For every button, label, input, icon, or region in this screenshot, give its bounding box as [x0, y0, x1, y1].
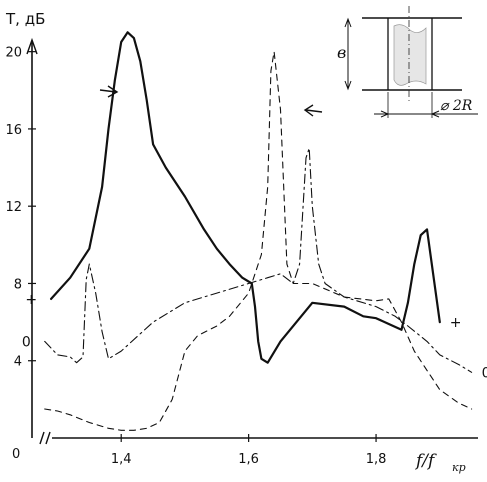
series-end-label: 0	[482, 365, 487, 381]
y-axis-arrow	[26, 37, 38, 55]
y-tick-label: 20	[5, 46, 22, 61]
inset-diameter-label: ⌀ 2R	[440, 98, 473, 114]
series-end-labels: + +0 0	[22, 292, 487, 381]
x-tick-label: 1,6	[238, 452, 259, 467]
callout-arrow-dashed-peak	[303, 104, 323, 117]
tick-marks	[28, 51, 377, 442]
x-axis-label: f/f кр	[414, 451, 466, 474]
series-start-label: 0	[22, 334, 31, 350]
series-line-dash-dot	[44, 147, 473, 373]
x-tick-label: 1,4	[111, 452, 132, 467]
inset-height-label: в	[337, 43, 346, 62]
series-start-label: +	[25, 292, 37, 308]
y-axis-label: T, дБ	[5, 10, 45, 28]
y-tick-label: 8	[14, 277, 22, 292]
y-tick-label: 16	[5, 123, 22, 138]
y-tick-label: 12	[5, 200, 22, 215]
series-layer	[44, 31, 473, 431]
tick-labels: 4 8 12 16 20 1,4 1,6 1,8	[5, 46, 386, 467]
chart-axes	[26, 37, 478, 445]
y-tick-label: 4	[14, 355, 22, 370]
x-axis-label-main: f/f	[414, 451, 437, 471]
series-end-label: +	[450, 315, 462, 331]
series-line-solid	[50, 31, 441, 364]
axis-break-mark	[39, 431, 51, 445]
callout-arrow-solid-peak	[99, 85, 119, 98]
x-axis-label-sub: кр	[452, 461, 466, 474]
series-line-dashed	[44, 51, 473, 431]
inset-schematic: в ⌀ 2R	[337, 6, 478, 118]
origin-label: 0	[12, 447, 20, 462]
x-tick-label: 1,8	[366, 452, 387, 467]
